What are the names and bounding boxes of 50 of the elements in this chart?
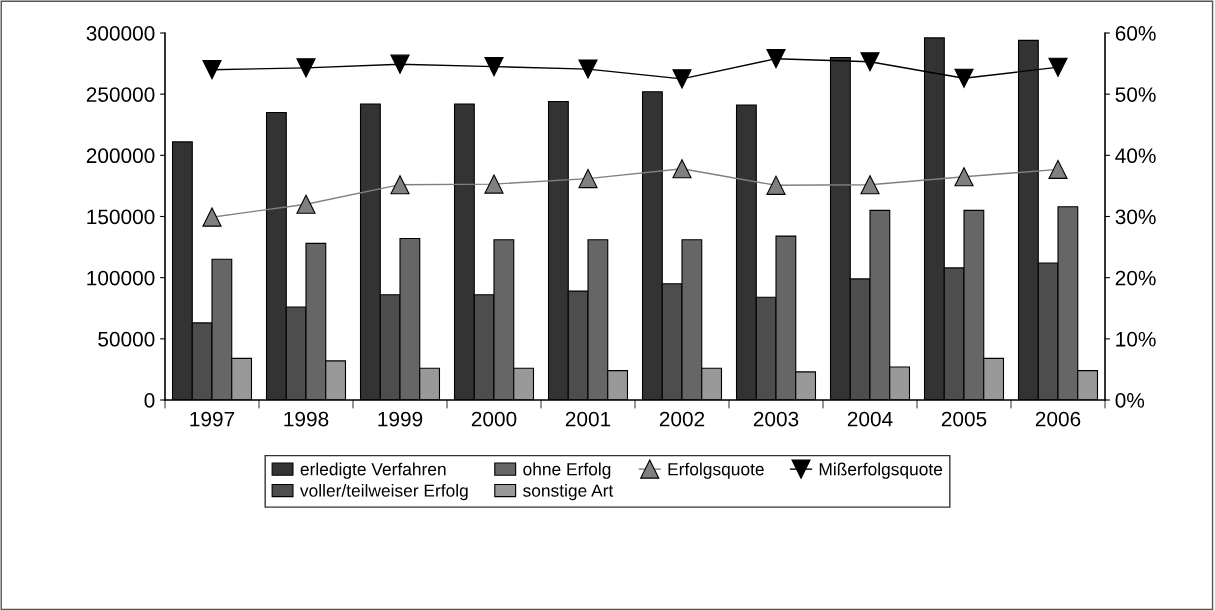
point <box>1048 159 1068 179</box>
y-tick-label: 0 <box>144 393 155 408</box>
legend-label: Erfolgsquote <box>668 462 764 479</box>
point <box>954 167 974 187</box>
point <box>766 175 786 195</box>
point <box>860 175 880 195</box>
y2-tick-label: 20% <box>1115 270 1156 286</box>
point <box>296 58 316 78</box>
point <box>296 194 316 214</box>
point <box>202 207 222 227</box>
y-tick-label: 250000 <box>86 87 155 102</box>
point <box>484 174 504 194</box>
legend-label: ohne Erfolg <box>523 462 611 479</box>
x-tick-label: 2002 <box>659 411 705 427</box>
point <box>390 54 410 74</box>
x-tick-label: 2005 <box>941 411 987 427</box>
x-tick-label: 2006 <box>1035 411 1081 427</box>
y2-tick-label: 40% <box>1115 148 1156 164</box>
y-tick-label: 150000 <box>87 209 155 225</box>
point <box>672 69 692 89</box>
y-tick-label: 50000 <box>98 331 155 347</box>
y-tick-label: 300000 <box>86 26 155 41</box>
x-tick-label: 2001 <box>565 411 611 427</box>
x-tick-label: 2003 <box>753 411 799 427</box>
point <box>578 59 598 79</box>
point <box>484 57 504 77</box>
point <box>578 168 598 189</box>
legend-label: voller/teilweiser Erfolg <box>299 484 468 501</box>
x-tick-label: 1999 <box>378 411 423 427</box>
point <box>390 175 410 195</box>
legend-label: erledigte Verfahren <box>300 462 446 479</box>
y2-tick-label: 60% <box>1115 26 1156 41</box>
point <box>954 68 974 88</box>
point <box>1048 57 1068 77</box>
x-tick-label: 2000 <box>471 411 517 427</box>
point <box>860 52 880 72</box>
y2-tick-label: 10% <box>1116 331 1156 347</box>
x-tick-label: 2004 <box>847 411 893 427</box>
legend-label: sonstige Art <box>523 484 614 501</box>
y2-tick-label: 0% <box>1115 393 1145 408</box>
y-tick-label: 100000 <box>87 270 155 286</box>
y2-tick-label: 50% <box>1115 87 1156 102</box>
legend-label: Mißerfolgsquote <box>819 462 943 479</box>
point <box>672 159 692 179</box>
point <box>202 60 222 80</box>
y-tick-label: 200000 <box>86 148 155 164</box>
y2-tick-label: 30% <box>1115 209 1156 225</box>
x-tick-label: 1998 <box>284 411 329 427</box>
point <box>766 49 786 69</box>
x-tick-label: 1997 <box>190 411 235 427</box>
